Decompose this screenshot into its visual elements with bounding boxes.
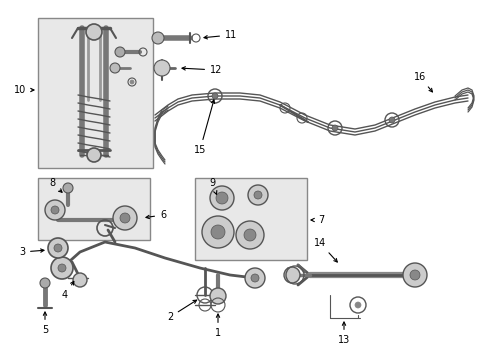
Text: 1: 1: [215, 314, 221, 338]
Circle shape: [63, 183, 73, 193]
Circle shape: [130, 80, 134, 84]
Circle shape: [402, 263, 426, 287]
Circle shape: [244, 268, 264, 288]
Circle shape: [250, 274, 259, 282]
Circle shape: [51, 257, 73, 279]
Text: 8: 8: [49, 178, 62, 192]
Text: 11: 11: [203, 30, 237, 40]
Bar: [195, 178, 306, 260]
Text: 3: 3: [19, 247, 44, 257]
Circle shape: [51, 206, 59, 214]
Circle shape: [202, 216, 234, 248]
Circle shape: [115, 47, 125, 57]
Circle shape: [388, 117, 394, 123]
Circle shape: [152, 32, 163, 44]
Circle shape: [209, 186, 234, 210]
Bar: [38, 178, 150, 240]
Text: 10: 10: [14, 85, 34, 95]
Text: 4: 4: [62, 282, 74, 300]
Circle shape: [73, 273, 87, 287]
Text: 7: 7: [310, 215, 324, 225]
Circle shape: [247, 185, 267, 205]
Text: 14: 14: [313, 238, 337, 262]
Circle shape: [212, 93, 218, 99]
Circle shape: [87, 148, 101, 162]
Text: 16: 16: [413, 72, 431, 92]
Circle shape: [110, 63, 120, 73]
Text: 5: 5: [42, 312, 48, 335]
Text: 2: 2: [166, 300, 196, 322]
Circle shape: [409, 270, 419, 280]
Circle shape: [48, 238, 68, 258]
Circle shape: [120, 213, 130, 223]
Circle shape: [154, 60, 170, 76]
Circle shape: [236, 221, 264, 249]
Circle shape: [216, 192, 227, 204]
Text: 12: 12: [182, 65, 222, 75]
Circle shape: [210, 225, 224, 239]
Circle shape: [58, 264, 66, 272]
Circle shape: [113, 206, 137, 230]
Circle shape: [54, 244, 62, 252]
Text: 13: 13: [337, 322, 349, 345]
Circle shape: [86, 24, 102, 40]
Text: 6: 6: [146, 210, 166, 220]
Circle shape: [45, 200, 65, 220]
Circle shape: [40, 278, 50, 288]
Circle shape: [284, 267, 299, 283]
Text: 9: 9: [208, 178, 216, 194]
Circle shape: [331, 125, 337, 131]
Circle shape: [209, 288, 225, 304]
Circle shape: [253, 191, 262, 199]
Text: 15: 15: [193, 100, 214, 155]
Circle shape: [244, 229, 256, 241]
Bar: [38, 18, 153, 168]
Circle shape: [354, 302, 360, 308]
